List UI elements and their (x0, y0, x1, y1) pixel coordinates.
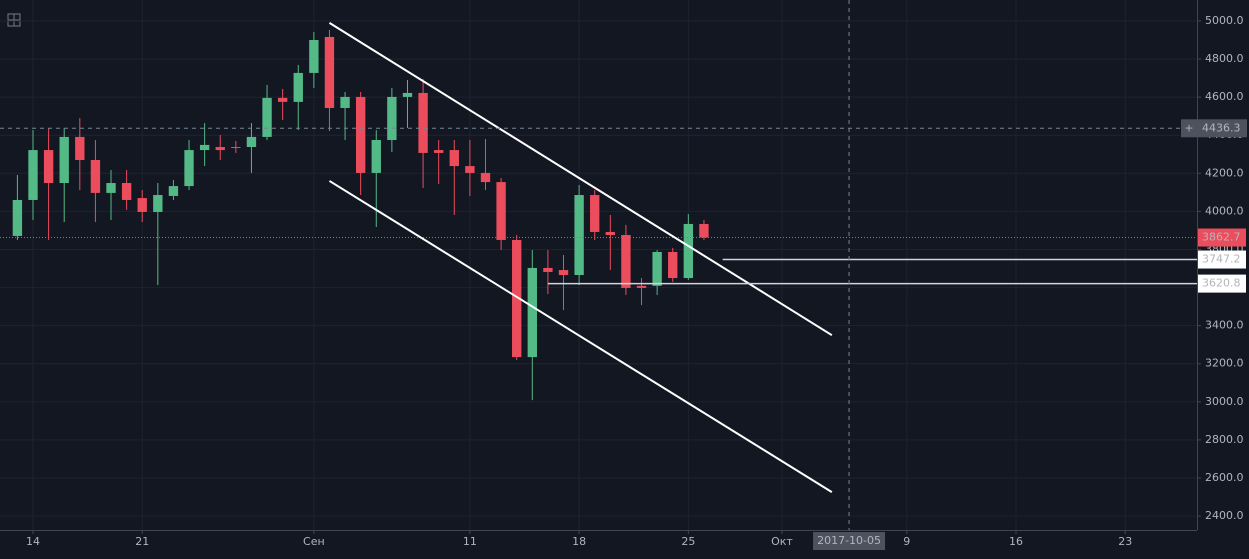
level-label: 3747.2 (1202, 253, 1241, 266)
candle-body (262, 97, 272, 137)
candle-body (512, 239, 522, 358)
y-tick-label: 2600.0 (1205, 471, 1244, 484)
crosshair-x-bg (813, 532, 886, 550)
level-label-bg (1198, 274, 1246, 293)
y-tick-label: 5000.0 (1205, 14, 1244, 27)
candle-body (215, 147, 225, 151)
candle-body (683, 223, 694, 279)
candle-body (199, 144, 210, 151)
candle-body (543, 267, 553, 272)
x-tick-label: 14 (26, 535, 40, 548)
x-tick-label: 18 (572, 535, 586, 548)
candle-body (90, 159, 101, 193)
crosshair-x-label: 2017-10-05 (817, 534, 881, 547)
y-tick-label: 2800.0 (1205, 433, 1244, 446)
candle-body (75, 136, 85, 160)
candle-body (231, 147, 241, 149)
candle-body (106, 183, 116, 193)
crosshair-plus: + (1184, 121, 1193, 134)
candle-body (434, 150, 444, 153)
x-tick-label: 11 (463, 535, 477, 548)
x-tick-label: 23 (1118, 535, 1132, 548)
y-tick-label: 3200.0 (1205, 357, 1244, 370)
candle-body (465, 166, 475, 173)
crosshair-y-label: 4436.3 (1202, 121, 1241, 134)
candle-body (277, 97, 288, 102)
x-tick-label: 21 (135, 535, 149, 548)
candle-body (418, 92, 428, 153)
candle-body (43, 150, 54, 184)
layout-icon[interactable] (7, 13, 21, 27)
y-tick-label: 4200.0 (1205, 166, 1244, 179)
candle-body (480, 172, 491, 183)
y-tick-label: 3000.0 (1205, 395, 1244, 408)
candle-body (558, 270, 569, 275)
candle-body (153, 195, 163, 212)
crosshair-y-bg (1181, 119, 1247, 138)
candle-body (324, 36, 335, 108)
trendline (328, 180, 833, 493)
candle-body (496, 182, 506, 240)
y-tick-label: 3400.0 (1205, 319, 1244, 332)
candle-body (371, 139, 381, 173)
candle-body (652, 251, 662, 286)
candle-body (168, 186, 179, 196)
candle-body (574, 195, 584, 275)
y-tick-label: 2400.0 (1205, 509, 1244, 522)
x-tick-label: 25 (681, 535, 695, 548)
candle-body (121, 183, 132, 200)
last-price-label: 3862.7 (1202, 231, 1241, 244)
y-tick-label: 4600.0 (1205, 90, 1244, 103)
last-price-label-bg (1198, 228, 1246, 247)
candle-body (699, 223, 709, 238)
candle-body (668, 251, 678, 279)
candle-body (137, 198, 147, 212)
y-tick-label: 4800.0 (1205, 52, 1244, 65)
level-label-bg (1198, 250, 1246, 269)
candle-body (28, 150, 38, 200)
candle-body (309, 39, 319, 73)
candle-body (387, 96, 397, 140)
candle-body (59, 136, 69, 184)
candle-body (605, 231, 616, 236)
candle-body (636, 285, 647, 288)
candle-body (184, 150, 194, 187)
candle-body (402, 92, 413, 97)
candle-body (355, 96, 366, 173)
candle-body (621, 235, 631, 288)
plot-area (0, 0, 1197, 530)
x-tick-label: Окт (771, 535, 793, 548)
x-tick-label: 9 (903, 535, 910, 548)
candle-body (527, 267, 537, 358)
candle-body (340, 96, 350, 108)
candle-body (246, 136, 257, 148)
candle-body (12, 199, 23, 236)
y-tick-label: 4000.0 (1205, 204, 1244, 217)
x-tick-label: 16 (1009, 535, 1023, 548)
candle-body (590, 195, 600, 232)
candle-body (449, 150, 459, 167)
candle-body (293, 72, 303, 102)
level-label: 3620.8 (1202, 277, 1241, 290)
x-tick-label: Сен (303, 535, 325, 548)
